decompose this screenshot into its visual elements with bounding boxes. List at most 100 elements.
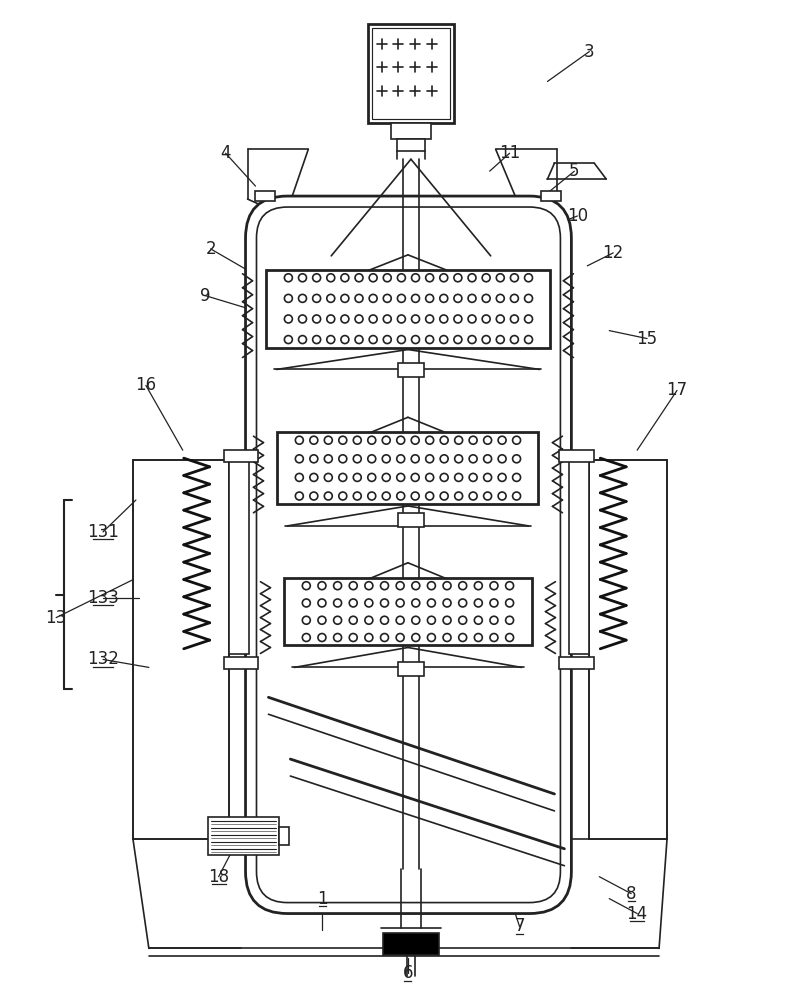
Bar [383,933,439,955]
Circle shape [298,294,306,302]
Circle shape [380,616,388,624]
Circle shape [334,582,342,590]
Circle shape [341,274,349,282]
Bar [559,450,594,462]
Circle shape [469,455,477,463]
Circle shape [350,599,358,607]
Circle shape [454,336,462,344]
Circle shape [483,274,490,282]
Circle shape [339,455,346,463]
Circle shape [454,315,462,323]
Circle shape [310,492,318,500]
Bar [542,191,562,201]
Circle shape [350,582,358,590]
Circle shape [459,599,467,607]
Circle shape [411,436,419,444]
Circle shape [498,492,506,500]
Text: 3: 3 [584,43,595,61]
Circle shape [412,634,420,642]
Circle shape [324,473,332,481]
Circle shape [412,599,420,607]
Circle shape [339,473,346,481]
Circle shape [355,294,363,302]
Circle shape [368,473,376,481]
Circle shape [310,455,318,463]
Circle shape [426,455,433,463]
Circle shape [285,294,293,302]
Circle shape [295,492,303,500]
Text: 11: 11 [499,144,520,162]
Circle shape [380,582,388,590]
Circle shape [382,436,390,444]
Circle shape [355,336,363,344]
Circle shape [459,634,467,642]
Circle shape [524,294,532,302]
Circle shape [365,599,373,607]
Circle shape [475,599,483,607]
Circle shape [302,582,310,590]
Circle shape [455,455,463,463]
Circle shape [496,274,505,282]
Text: 5: 5 [569,162,580,180]
Circle shape [324,436,332,444]
Circle shape [496,315,505,323]
Bar [397,139,425,151]
Circle shape [498,436,506,444]
Circle shape [440,315,448,323]
Circle shape [483,455,491,463]
Circle shape [382,492,390,500]
Circle shape [354,492,361,500]
Bar [208,817,279,855]
Circle shape [475,616,483,624]
Circle shape [411,336,419,344]
Circle shape [285,274,293,282]
Circle shape [397,492,405,500]
Circle shape [354,436,361,444]
Circle shape [440,492,448,500]
Circle shape [365,582,373,590]
Circle shape [483,492,491,500]
Text: 8: 8 [626,885,637,903]
Circle shape [397,473,405,481]
Circle shape [365,616,373,624]
Circle shape [312,274,320,282]
Circle shape [397,274,405,282]
Circle shape [298,315,306,323]
Circle shape [312,294,320,302]
Circle shape [468,336,476,344]
Bar [372,28,450,119]
Circle shape [368,492,376,500]
Bar [398,363,424,377]
Circle shape [327,315,335,323]
Circle shape [455,473,463,481]
Circle shape [380,599,388,607]
Circle shape [427,599,435,607]
Text: 7: 7 [514,917,524,935]
Bar [229,455,248,654]
Circle shape [513,473,520,481]
Circle shape [426,492,433,500]
Circle shape [365,634,373,642]
Circle shape [513,455,520,463]
Circle shape [440,436,448,444]
Circle shape [339,436,346,444]
Bar [133,460,229,839]
Circle shape [496,294,505,302]
Bar [229,600,248,635]
Circle shape [295,436,303,444]
Circle shape [427,634,435,642]
Circle shape [327,274,335,282]
Circle shape [339,492,346,500]
Circle shape [412,616,420,624]
Circle shape [443,582,451,590]
Bar [559,657,594,669]
FancyBboxPatch shape [245,196,571,914]
Text: 18: 18 [208,868,229,886]
Bar [255,191,275,201]
Circle shape [510,274,518,282]
Text: 131: 131 [87,523,119,541]
Circle shape [369,294,377,302]
Circle shape [475,582,483,590]
Circle shape [483,473,491,481]
Bar [224,657,259,669]
